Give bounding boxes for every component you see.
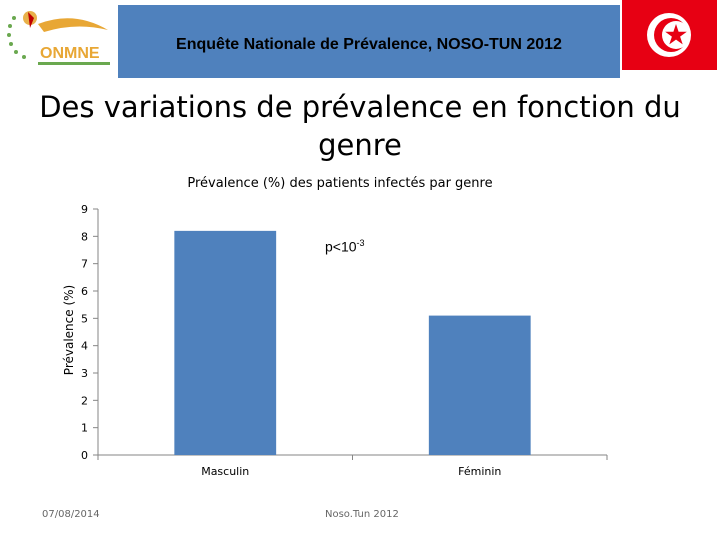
y-tick-label: 3: [81, 367, 88, 380]
y-tick-label: 2: [81, 394, 88, 407]
tunisia-flag-icon: [622, 0, 717, 70]
y-tick-label: 0: [81, 449, 88, 462]
header-banner: Enquête Nationale de Prévalence, NOSO-TU…: [118, 5, 620, 78]
logo-text: ONMNE: [40, 45, 100, 62]
y-tick-label: 8: [81, 230, 88, 243]
p-value-base: p<10: [325, 238, 357, 255]
y-tick-label: 6: [81, 285, 88, 298]
y-tick-label: 4: [81, 340, 88, 353]
y-tick-label: 9: [81, 203, 88, 216]
onmne-logo: ONMNE: [4, 4, 116, 74]
footer-source: Noso.Tun 2012: [325, 509, 399, 520]
banner-title: Enquête Nationale de Prévalence, NOSO-TU…: [176, 35, 562, 53]
x-category-label: Féminin: [458, 465, 501, 478]
slide-title: Des variations de prévalence en fonction…: [39, 90, 681, 162]
y-tick-label: 7: [81, 258, 88, 271]
x-category-label: Masculin: [201, 465, 249, 478]
p-value-annotation: p<10-3: [325, 238, 365, 255]
y-tick-label: 5: [81, 312, 88, 325]
chart-title: Prévalence (%) des patients infectés par…: [187, 176, 493, 191]
y-axis-label: Prévalence (%): [62, 285, 76, 375]
p-value-exponent: -3: [356, 238, 365, 248]
bar-masculin: [174, 230, 277, 455]
y-tick-label: 1: [81, 422, 88, 435]
bar-féminin: [428, 315, 531, 455]
footer-date: 07/08/2014: [42, 509, 100, 520]
